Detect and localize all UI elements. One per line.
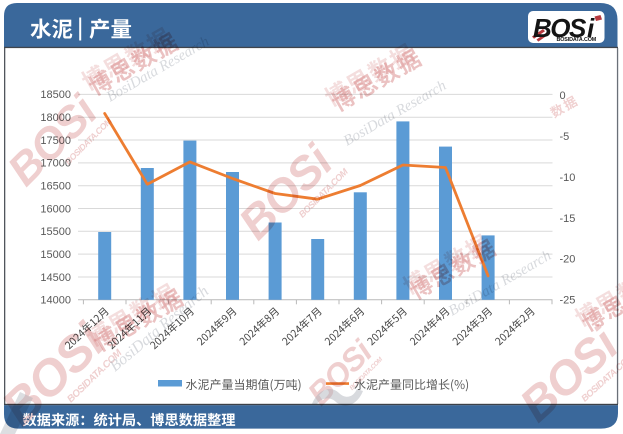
svg-text:i: i [587, 13, 595, 43]
svg-text:18000: 18000 [40, 112, 71, 124]
svg-text:0: 0 [560, 90, 566, 102]
svg-text:-20: -20 [560, 254, 576, 266]
svg-text:-10: -10 [560, 172, 576, 184]
svg-text:-5: -5 [560, 131, 570, 143]
svg-text:14500: 14500 [40, 272, 71, 284]
svg-text:16000: 16000 [40, 203, 71, 215]
svg-text:18500: 18500 [40, 89, 71, 101]
svg-text:BOSIDATA.COM: BOSIDATA.COM [557, 37, 597, 43]
svg-text:-25: -25 [560, 295, 576, 307]
svg-text:14000: 14000 [40, 295, 71, 307]
svg-text:15000: 15000 [40, 249, 71, 261]
svg-text:16500: 16500 [40, 181, 71, 193]
svg-text:17000: 17000 [40, 158, 71, 170]
svg-text:BOS: BOS [533, 13, 587, 43]
svg-text:17500: 17500 [40, 135, 71, 147]
svg-text:-15: -15 [560, 213, 576, 225]
svg-text:15500: 15500 [40, 226, 71, 238]
